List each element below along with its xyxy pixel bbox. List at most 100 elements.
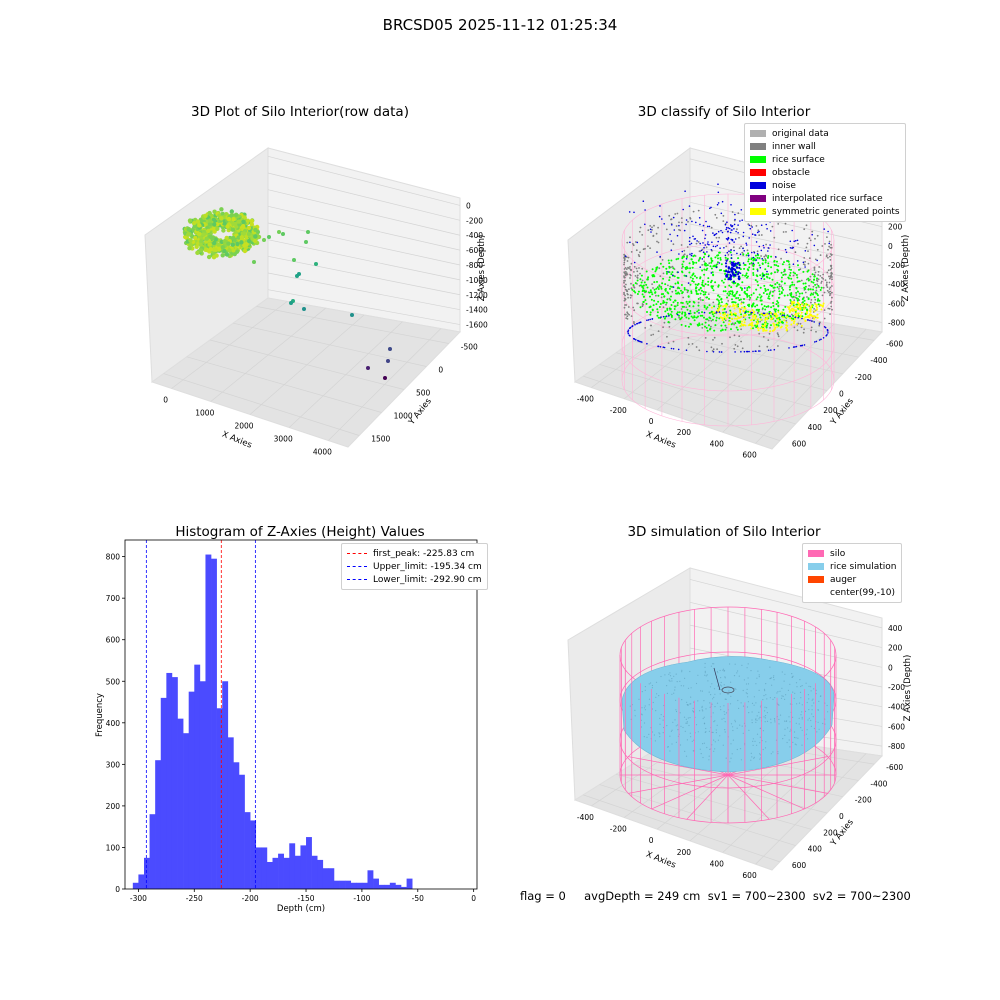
rice-surface-point — [665, 270, 668, 273]
rice-surface-point — [795, 287, 798, 289]
raw-point — [203, 247, 208, 252]
rice-surface-point — [816, 277, 818, 280]
inner-wall-point — [641, 234, 644, 236]
raw-outlier-point — [267, 235, 271, 239]
rice-surface-point — [777, 324, 780, 327]
inner-wall-point — [758, 345, 761, 348]
symmetric-point — [799, 316, 802, 319]
noise-point — [760, 224, 763, 226]
rice-surface-point — [722, 311, 725, 314]
inner-wall-point — [624, 288, 627, 291]
inner-wall-point — [665, 303, 667, 306]
inner-wall-point — [624, 276, 626, 279]
panel4-xlabel: X Axies — [644, 850, 677, 871]
z-tick-label: -400 — [888, 280, 905, 289]
noise-point — [687, 282, 690, 284]
noise-point — [728, 227, 731, 230]
inner-wall-point — [629, 296, 632, 299]
rice-mesh-dot — [716, 724, 718, 726]
inner-wall-point — [697, 301, 700, 304]
rice-mesh-dot — [693, 739, 695, 741]
inner-wall-point — [662, 306, 665, 309]
histogram-bar — [160, 697, 167, 889]
x-tick-label: 600 — [742, 871, 757, 880]
rice-mesh-dot — [690, 696, 692, 698]
rice-surface-point — [689, 276, 692, 279]
symmetric-point — [819, 303, 822, 306]
rice-surface-point — [777, 269, 780, 272]
inner-wall-point — [815, 279, 818, 282]
rice-mesh-dot — [675, 710, 678, 713]
raw-point — [246, 231, 252, 237]
noise-point — [701, 229, 704, 232]
rice-surface-point — [690, 292, 693, 294]
rice-surface-point — [680, 323, 683, 326]
rice-surface-point — [769, 284, 772, 287]
rice-surface-point — [786, 260, 788, 262]
rice-surface-point — [655, 287, 658, 290]
inner-wall-point — [830, 273, 833, 275]
noise-point — [699, 242, 701, 245]
rice-surface-point — [797, 280, 800, 283]
noise-point — [752, 262, 755, 265]
rice-surface-point — [643, 289, 646, 292]
noise-point — [646, 342, 648, 345]
raw-outlier-point — [302, 307, 306, 311]
rice-mesh-dot — [788, 716, 790, 718]
rice-surface-point — [640, 281, 643, 284]
rice-surface-point — [699, 292, 702, 295]
inner-wall-point — [678, 316, 680, 319]
rice-mesh-dot — [713, 696, 715, 698]
rice-surface-point — [724, 278, 727, 281]
rice-surface-point — [768, 297, 771, 300]
rice-mesh-dot — [729, 703, 732, 705]
rice-surface-point — [651, 268, 654, 271]
y-tick-label: 0 — [839, 812, 844, 821]
inner-wall-point — [629, 277, 631, 279]
noise-point — [715, 266, 718, 269]
rice-surface-point — [813, 278, 816, 281]
rice-surface-point — [752, 274, 755, 276]
rice-surface-point — [720, 298, 723, 301]
noise-point — [826, 334, 828, 336]
rice-surface-point — [639, 284, 642, 287]
rice-mesh-dot — [689, 717, 691, 719]
rice-mesh-dot — [634, 709, 636, 711]
inner-wall-point — [628, 288, 630, 291]
rice-surface-point — [640, 274, 643, 277]
noise-point — [742, 231, 745, 234]
noise-point — [683, 229, 686, 232]
rice-mesh-dot — [673, 692, 675, 694]
inner-wall-point — [827, 269, 830, 272]
rice-mesh-dot — [801, 718, 803, 720]
raw-point — [245, 218, 251, 223]
symmetric-point — [804, 319, 807, 322]
rice-mesh-dot — [720, 677, 722, 679]
symmetric-point — [764, 329, 767, 332]
rice-mesh-dot — [801, 685, 803, 687]
inner-wall-point — [829, 290, 832, 293]
rice-mesh-dot — [770, 753, 772, 755]
rice-mesh-dot — [673, 675, 675, 677]
rice-mesh-dot — [675, 709, 677, 711]
symmetric-point — [799, 307, 802, 309]
rice-mesh-dot — [703, 700, 705, 702]
rice-mesh-dot — [697, 674, 699, 676]
rice-surface-point — [711, 259, 714, 262]
rice-mesh-dot — [709, 706, 711, 708]
inner-wall-point — [736, 345, 739, 348]
symmetric-point — [735, 304, 738, 307]
symmetric-point — [809, 308, 812, 311]
noise-point — [678, 253, 680, 255]
inner-wall-point — [815, 289, 818, 292]
rice-surface-point — [735, 326, 738, 329]
rice-surface-point — [770, 255, 773, 258]
symmetric-point — [742, 323, 745, 326]
rice-surface-point — [676, 276, 679, 279]
swatch-auger — [808, 576, 824, 583]
noise-point — [731, 262, 734, 265]
inner-wall-point — [821, 294, 824, 297]
noise-point — [633, 211, 635, 214]
raw-point — [231, 235, 236, 241]
raw-point — [239, 240, 244, 245]
